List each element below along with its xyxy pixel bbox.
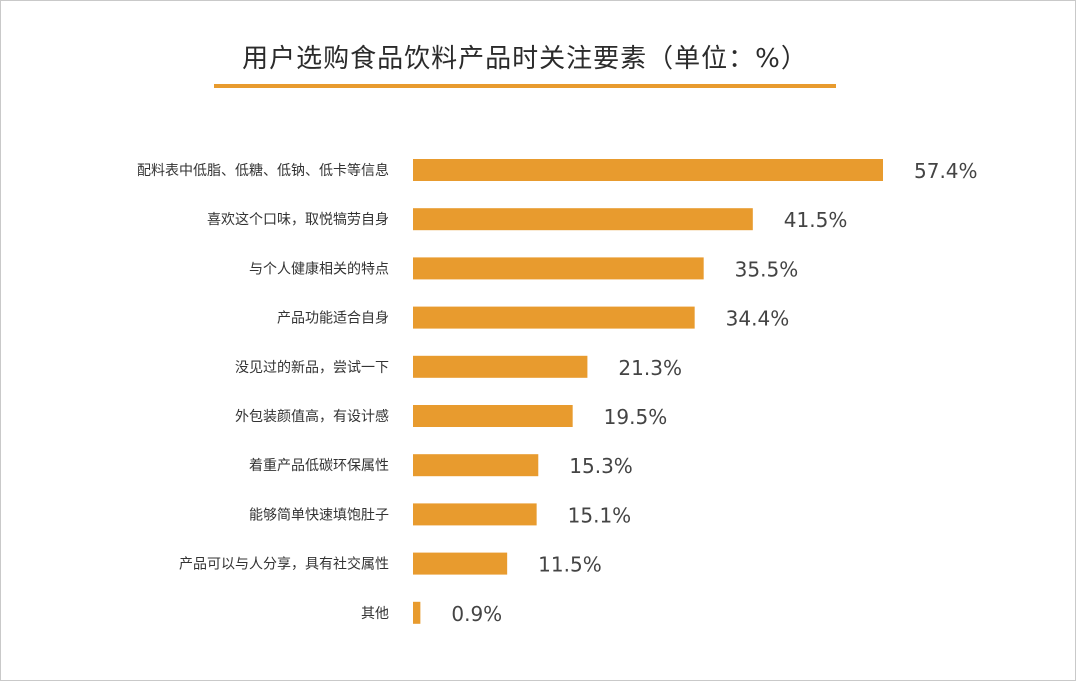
value-label: 35.5%	[735, 257, 799, 281]
category-label: 其他	[361, 606, 389, 622]
category-label: 着重产品低碳环保属性	[249, 458, 389, 474]
category-label: 与个人健康相关的特点	[249, 260, 389, 277]
bar	[413, 306, 695, 329]
value-label: 15.1%	[568, 503, 632, 527]
bar	[413, 552, 508, 575]
category-label: 产品功能适合自身	[277, 311, 389, 327]
bar	[413, 355, 588, 378]
bar	[413, 159, 883, 181]
bar	[413, 503, 537, 526]
value-label: 11.5%	[538, 553, 602, 577]
category-label: 没见过的新品，尝试一下	[235, 360, 389, 376]
category-label: 配料表中低脂、低糖、低钠、低卡等信息	[137, 162, 389, 179]
value-label: 0.9%	[451, 602, 502, 626]
value-label: 34.4%	[726, 307, 790, 331]
bar	[413, 257, 704, 280]
bar	[413, 208, 753, 231]
title-underline	[214, 84, 836, 88]
bar	[413, 454, 539, 477]
category-label: 喜欢这个口味，取悦犒劳自身	[207, 211, 389, 228]
bar	[413, 405, 573, 427]
value-label: 57.4%	[914, 159, 978, 183]
category-label: 外包装颜值高，有设计感	[235, 408, 389, 425]
value-label: 19.5%	[604, 405, 668, 429]
chart-title: 用户选购食品饮料产品时关注要素（单位：%）	[242, 44, 808, 74]
value-label: 21.3%	[618, 356, 682, 380]
category-label: 产品可以与人分享，具有社交属性	[179, 556, 389, 573]
category-label: 能够简单快速填饱肚子	[249, 506, 389, 523]
value-label: 15.3%	[569, 454, 633, 478]
bar	[413, 601, 421, 624]
value-label: 41.5%	[784, 208, 848, 232]
